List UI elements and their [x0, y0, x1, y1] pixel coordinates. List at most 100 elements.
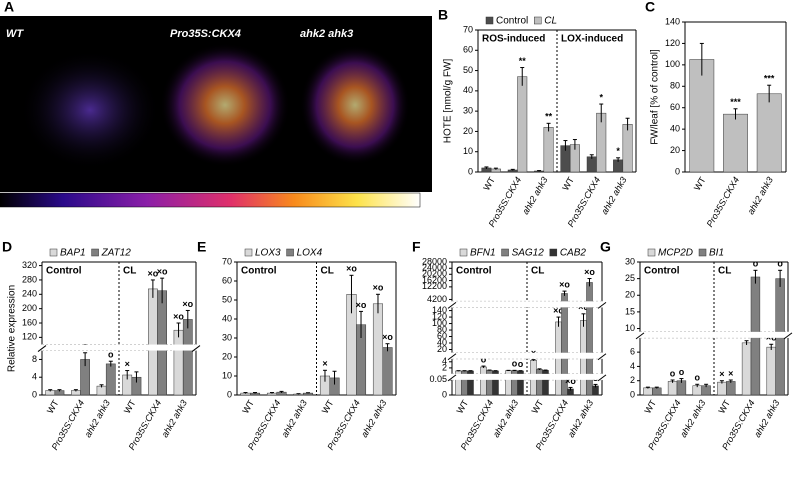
rosette [20, 50, 160, 170]
x-tick-label: Pro35S:CKX4 [705, 175, 742, 229]
legend-swatch [459, 248, 468, 257]
x-tick-label: WT [240, 398, 256, 416]
y-tick-label: 20 [222, 351, 232, 361]
annotation: ×o [559, 279, 570, 289]
bar [717, 381, 727, 396]
y-tick-label: 28000 [422, 256, 447, 266]
annotation: * [599, 92, 603, 102]
group-label: LOX-induced [561, 34, 623, 45]
y-tick-label: 120 [432, 311, 447, 321]
y-tick-label: 120 [22, 332, 37, 342]
bar [148, 288, 158, 396]
x-tick-label: WT [481, 175, 497, 193]
bar [536, 369, 543, 396]
y-tick-label: 60 [463, 45, 473, 55]
y-tick-label: 2 [442, 362, 447, 372]
bar [652, 387, 662, 396]
y-tick-label: 60 [437, 331, 447, 341]
bar [173, 329, 184, 396]
bar [766, 346, 776, 396]
annotation: o [512, 359, 518, 369]
y-tick-label: 0 [468, 166, 473, 176]
x-tick-label: ahk2 ahk3 [359, 398, 388, 439]
panel-letter: C [645, 0, 655, 15]
y-tick-label: 8 [32, 354, 37, 364]
legend-label: BFN1 [470, 248, 496, 259]
bar [689, 59, 715, 173]
y-tick-label: 40 [463, 85, 473, 95]
y-tick-label: 160 [22, 317, 37, 327]
group-label: Control [46, 266, 82, 277]
y-tick-label: 10 [463, 146, 473, 156]
group-label: CL [321, 266, 334, 277]
group-label: Control [456, 266, 492, 277]
break-mark [447, 353, 457, 361]
break-mark [37, 345, 47, 352]
legend-swatch [244, 248, 253, 257]
legend-label: ZAT12 [101, 248, 132, 259]
x-tick-label: ahk2 ahk3 [491, 398, 520, 439]
bar [182, 319, 193, 396]
y-tick-label: 80 [437, 324, 447, 334]
y-tick-label: 16200 [422, 275, 447, 285]
y-tick-label: 20 [437, 344, 447, 354]
y-tick-label: 20200 [422, 269, 447, 279]
break-mark [597, 301, 607, 309]
y-tick-label: 0 [630, 389, 635, 399]
y-tick-label: 12200 [422, 281, 447, 291]
x-tick-label: WT [560, 175, 576, 193]
break-mark [597, 353, 607, 361]
y-tick-label: 60 [222, 275, 232, 285]
break-mark [191, 345, 201, 352]
bar [157, 290, 167, 396]
legend-swatch [49, 248, 58, 257]
x-tick-label: ahk2 ahk3 [520, 175, 549, 216]
image-panel: A WT Pro35S:CKX4 ahk2 ahk3 [0, 0, 432, 208]
x-tick-label: ahk2 ahk3 [746, 175, 775, 216]
x-tick-label: ahk2 ahk3 [160, 398, 189, 439]
annotation: o [777, 259, 783, 269]
y-tick-label: 320 [22, 260, 37, 270]
bar [543, 127, 554, 173]
color-bar [0, 192, 421, 208]
x-tick-label: ahk2 ahk3 [566, 398, 595, 439]
annotation: o [670, 368, 676, 378]
group-label: Control [644, 266, 680, 277]
panel-letter: G [600, 239, 611, 255]
x-tick-label: WT [45, 398, 61, 416]
y-tick-label: 10 [222, 370, 232, 380]
panel-letter: B [438, 7, 448, 23]
y-tick-label: 40 [670, 124, 680, 134]
legend-label: LOX4 [297, 248, 323, 259]
annotation: ×o [173, 311, 184, 321]
annotation: o [481, 354, 487, 364]
panel-letter: F [412, 239, 421, 255]
break-mark [635, 332, 645, 340]
y-tick-label: 20 [463, 126, 473, 136]
bar [726, 381, 736, 396]
y-tick-label: 0 [675, 166, 680, 176]
annotation: * [616, 146, 620, 156]
y-tick-label: 70 [463, 24, 473, 34]
y-tick-label: 30 [222, 332, 232, 342]
x-tick-label: WT [530, 398, 546, 416]
x-tick-label: WT [692, 175, 708, 193]
legend-label: LOX3 [255, 248, 281, 259]
bar [105, 363, 116, 396]
y-tick-label: 40 [437, 337, 447, 347]
y-tick-label: 0 [227, 389, 232, 399]
legend-label: CL [544, 16, 557, 27]
legend-swatch [485, 16, 494, 25]
legend-swatch [501, 248, 509, 257]
annotation: o [108, 350, 114, 360]
annotation: ×o [356, 300, 367, 310]
annotation: × [719, 369, 724, 379]
bar [741, 342, 752, 396]
y-tick-label: 4 [32, 372, 37, 382]
bar [756, 93, 782, 173]
annotation: o [694, 373, 700, 383]
image-label: WT [6, 28, 24, 40]
bar [667, 381, 678, 396]
legend-label: Control [496, 16, 528, 27]
axis-break [636, 331, 792, 338]
